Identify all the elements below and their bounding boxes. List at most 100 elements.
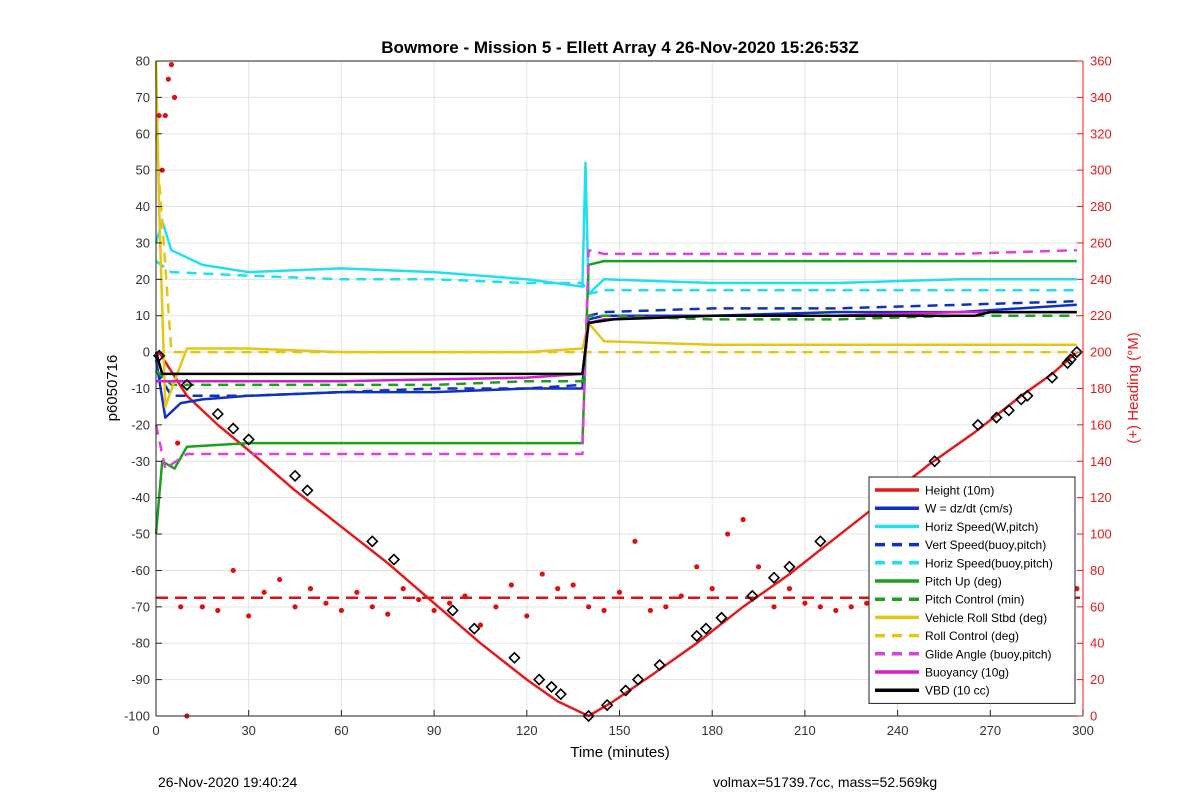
- heading-dot: [848, 604, 854, 610]
- series-line-4: [155, 260, 1077, 296]
- heading-dot: [165, 76, 171, 82]
- y2-tick-label: 300: [1090, 163, 1112, 178]
- heading-dot: [1074, 586, 1080, 592]
- y-tick-label: -50: [131, 527, 150, 542]
- heading-dot: [215, 607, 221, 614]
- heading-dot: [323, 600, 329, 606]
- legend-label: Glide Angle (buoy,pitch): [925, 647, 1052, 661]
- heading-dot: [168, 62, 175, 68]
- heading-dot: [601, 607, 607, 614]
- heading-dot: [802, 600, 808, 606]
- heading-dot: [694, 564, 700, 570]
- y2-tick-label: 40: [1090, 636, 1104, 651]
- y-tick-label: -90: [131, 672, 150, 687]
- waypoint-marker: [387, 553, 401, 566]
- heading-dot: [431, 607, 437, 614]
- legend: Height (10m) W = dz/dt (cm/s) Horiz Speed(…: [868, 476, 1076, 704]
- heading-dot: [524, 613, 530, 619]
- legend-label: Horiz Speed(buoy,pitch): [925, 556, 1053, 570]
- legend-label: Vert Speed(buoy,pitch): [925, 538, 1046, 552]
- waypoint-marker: [971, 418, 985, 432]
- y-tick-label: 20: [136, 272, 150, 287]
- heading-dot: [508, 582, 514, 588]
- y-axis-label: p6050716: [104, 355, 121, 422]
- footer-timestamp: 26-Nov-2020 19:40:24: [158, 774, 298, 790]
- legend-label: Pitch Control (min): [925, 593, 1024, 607]
- y2-tick-label: 140: [1090, 454, 1112, 469]
- x-axis-label: Time (minutes): [570, 744, 669, 761]
- y2-tick-label: 120: [1090, 490, 1112, 505]
- legend-label: Vehicle Roll Stbd (deg): [925, 611, 1047, 625]
- heading-dot: [162, 112, 168, 119]
- x-tick-label: 150: [609, 723, 631, 738]
- x-tick-label: 300: [1072, 723, 1094, 738]
- y-tick-label: 60: [136, 126, 150, 141]
- y-tick-label: -70: [131, 599, 150, 614]
- y2-tick-label: 180: [1090, 381, 1112, 396]
- y2-tick-label: 360: [1090, 54, 1112, 69]
- x-tick-label: 90: [427, 723, 441, 738]
- waypoint-marker: [468, 622, 481, 635]
- legend-label: Buoyancy (10g): [925, 666, 1009, 680]
- waypoint-marker: [366, 535, 379, 548]
- y-tick-label: -10: [131, 381, 150, 396]
- heading-dot: [385, 611, 391, 617]
- heading-dot: [817, 604, 823, 610]
- waypoint-marker: [288, 469, 302, 482]
- heading-dot: [261, 589, 267, 595]
- x-tick-label: 180: [701, 723, 723, 738]
- y-tick-label: 80: [136, 54, 150, 69]
- waypoint-marker: [619, 684, 632, 697]
- chart-title: Bowmore - Mission 5 - Ellett Array 4 26-…: [381, 38, 858, 57]
- heading-dot: [446, 600, 453, 606]
- y2-tick-label: 200: [1090, 345, 1112, 360]
- waypoint-marker: [227, 422, 240, 435]
- y-tick-label: 30: [136, 235, 150, 250]
- waypoint-marker: [1002, 404, 1015, 417]
- y2-tick-label: 280: [1090, 199, 1112, 214]
- waypoint-marker: [1070, 345, 1083, 359]
- heading-dot: [725, 531, 731, 537]
- x-tick-label: 60: [334, 723, 348, 738]
- heading-dot: [171, 94, 178, 100]
- y-tick-label: 40: [136, 199, 150, 214]
- y2-tick-label: 220: [1090, 308, 1112, 323]
- y2-tick-label: 320: [1090, 126, 1112, 141]
- heading-dot: [539, 571, 545, 577]
- legend-label: Height (10m): [925, 484, 994, 498]
- waypoint-marker: [554, 688, 567, 701]
- y2-tick-label: 0: [1090, 709, 1097, 724]
- waypoint-marker: [446, 604, 459, 617]
- heading-dot: [616, 589, 623, 595]
- waypoint-marker: [211, 407, 224, 421]
- y-tick-label: -30: [131, 454, 150, 469]
- heading-dot: [833, 607, 839, 614]
- waypoint-marker: [1064, 353, 1077, 366]
- heading-dot: [493, 604, 499, 610]
- waypoint-marker: [1061, 356, 1074, 370]
- waypoint-marker: [814, 535, 827, 548]
- heading-dot: [786, 586, 793, 592]
- waypoint-marker: [928, 455, 941, 468]
- y-tick-label: 0: [143, 345, 150, 360]
- heading-dot: [740, 516, 746, 523]
- heading-dot: [159, 167, 165, 173]
- waypoint-marker: [180, 378, 194, 391]
- heading-dot: [416, 596, 422, 603]
- waypoint-marker: [508, 651, 521, 664]
- heading-dot: [647, 607, 654, 614]
- y2-tick-label: 240: [1090, 272, 1112, 287]
- heading-dot: [462, 593, 468, 599]
- y-tick-label: -40: [131, 490, 150, 505]
- waypoint-marker: [533, 673, 546, 686]
- y-tick-label: 70: [136, 90, 150, 105]
- y2-axis-label: (+) Heading (°M): [1125, 332, 1142, 443]
- x-tick-label: 0: [152, 723, 159, 738]
- y-tick-label: -100: [124, 709, 150, 724]
- heading-dot: [755, 564, 762, 570]
- heading-dot: [156, 112, 162, 119]
- series-line-1: [154, 303, 1077, 419]
- legend-label: W = dz/dt (cm/s): [925, 502, 1013, 516]
- series-line-2: [154, 161, 1077, 296]
- axes: 0 30 60 90 120 150 180 210 240 270 300807060504030…: [124, 54, 1112, 739]
